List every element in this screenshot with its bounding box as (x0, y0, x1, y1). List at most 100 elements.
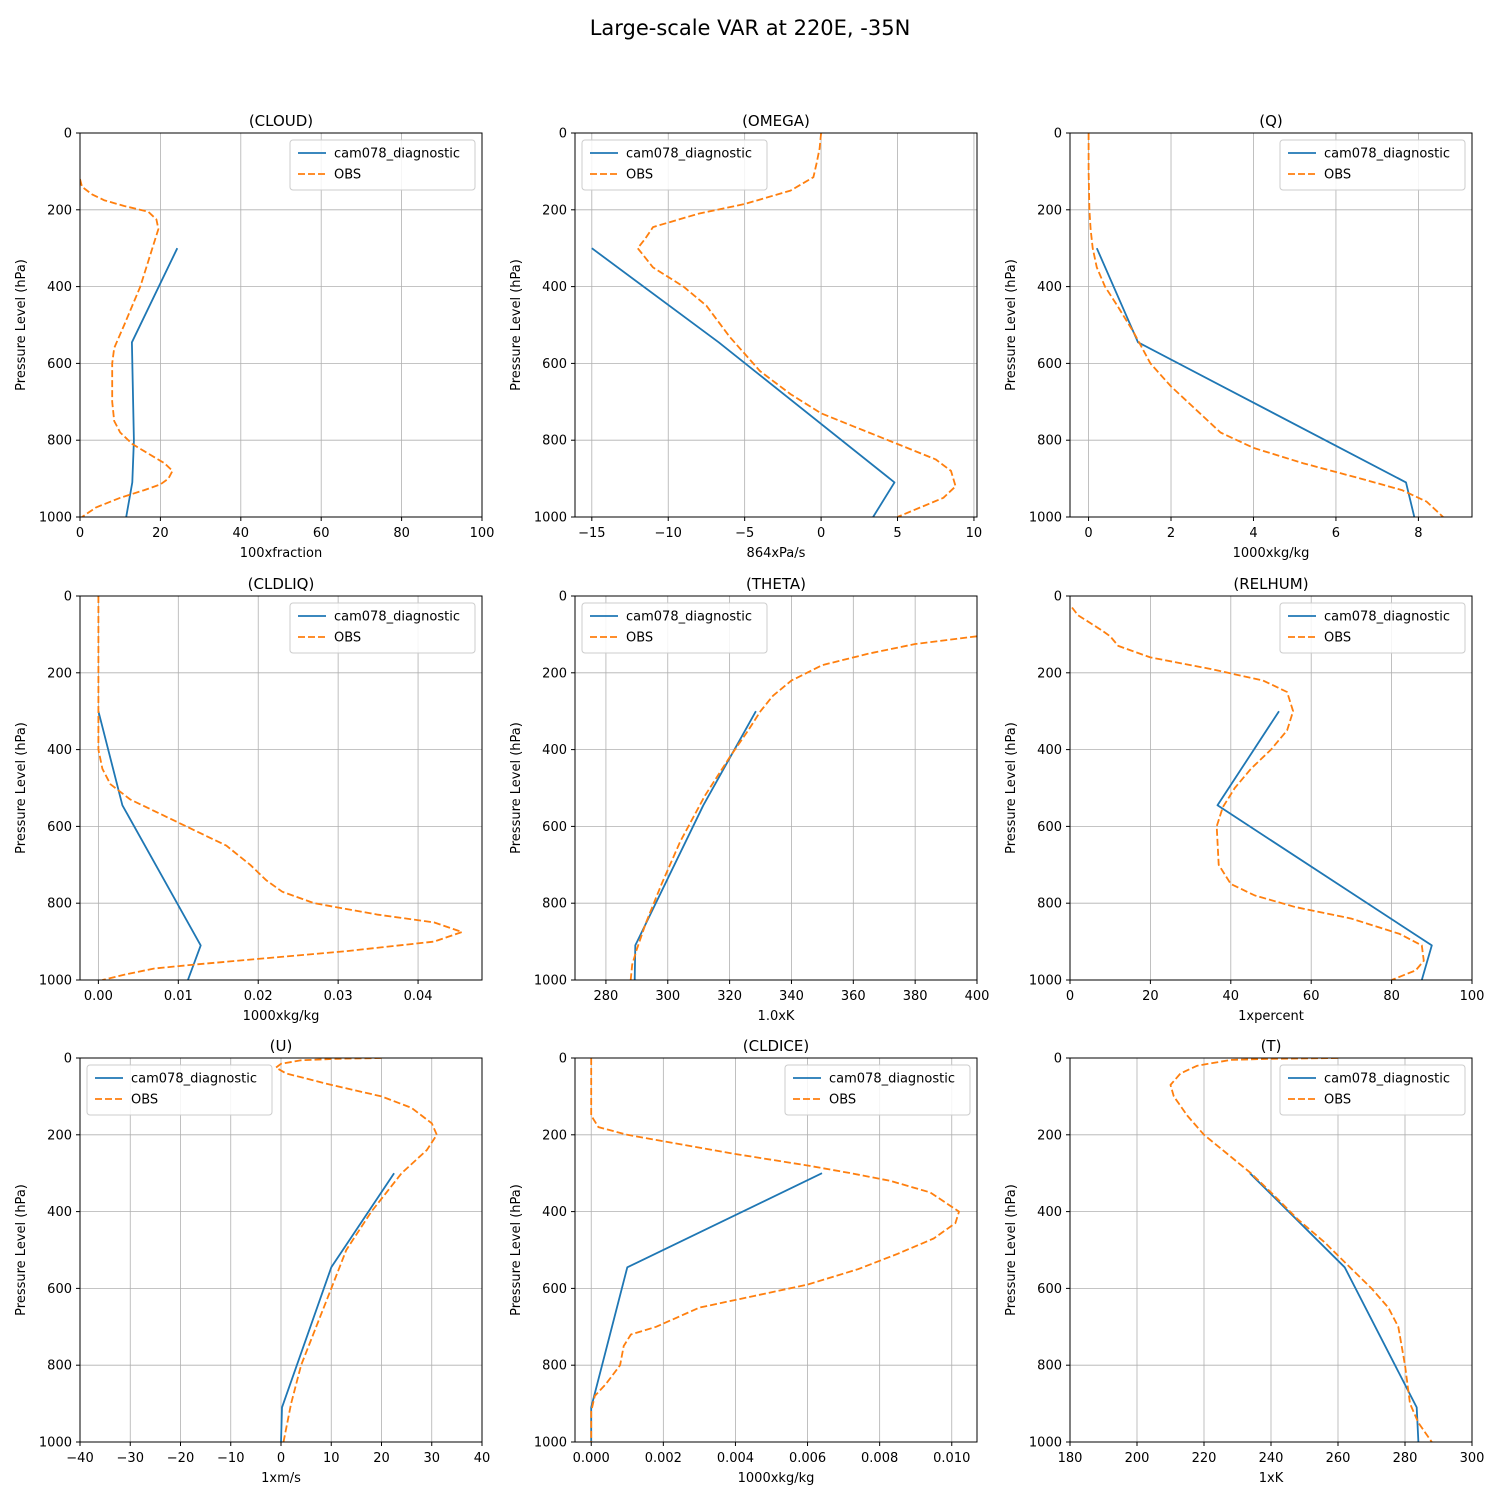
legend-box (289, 602, 476, 654)
x-tick-label: 380 (903, 989, 928, 1004)
x-tick-label: −10 (217, 1451, 244, 1466)
x-tick-label: 0.04 (404, 989, 433, 1004)
model-series-line (1216, 710, 1433, 980)
y-tick-label: 600 (542, 357, 567, 372)
y-tick-label: 0 (559, 1052, 567, 1067)
obs-series-line (1087, 133, 1444, 517)
y-tick-label: 1000 (39, 511, 72, 526)
x-tick-label: 0 (1066, 989, 1074, 1004)
legend-label: cam078_diagnostic (1324, 147, 1450, 162)
axes-frame (79, 132, 483, 518)
subplot-title: (Q) (1259, 112, 1283, 130)
y-axis-label: Pressure Level (hPa) (14, 1184, 29, 1316)
obs-series-line (636, 133, 957, 517)
y-axis-label: Pressure Level (hPa) (14, 259, 29, 391)
legend: cam078_diagnostic OBS (1279, 602, 1466, 654)
y-tick-label: 400 (47, 280, 72, 295)
subplot-title: (CLOUD) (249, 112, 313, 130)
y-tick-label: 200 (47, 1128, 72, 1143)
legend-label: OBS (1324, 168, 1351, 183)
y-tick-label: 400 (47, 743, 72, 758)
legend-label: cam078_diagnostic (1324, 1072, 1450, 1087)
x-tick-label: 40 (1223, 989, 1240, 1004)
x-axis-label: 1000xkg/kg (1233, 546, 1310, 561)
subplot-title: (CLDLIQ) (248, 575, 315, 593)
subplot-4: 0.00 0.01 0.02 0.03 0.04 0 200 400 600 800 1000 (CL… (14, 575, 483, 1024)
axes-frame (574, 132, 978, 518)
y-tick-label: 600 (47, 820, 72, 835)
legend-label: OBS (334, 168, 361, 183)
y-tick-label: 800 (47, 1359, 72, 1374)
y-tick-label: 1000 (1029, 1436, 1062, 1451)
y-tick-label: 1000 (534, 1436, 567, 1451)
x-tick-label: 100 (1460, 989, 1485, 1004)
x-tick-label: 220 (1192, 1451, 1217, 1466)
legend: cam078_diagnostic OBS (86, 1064, 273, 1116)
x-tick-label: 40 (233, 526, 250, 541)
x-tick-label: 4 (1249, 526, 1257, 541)
legend-label: cam078_diagnostic (334, 610, 460, 625)
x-tick-label: −15 (578, 526, 605, 541)
x-tick-label: 80 (393, 526, 410, 541)
y-tick-label: 800 (542, 434, 567, 449)
obs-series-line (97, 596, 463, 980)
legend-label: OBS (334, 631, 361, 646)
subplot-9: 180 200 220 240 260 280 300 0 200 400 600 800 1000 (T… (1004, 1037, 1484, 1486)
x-tick-label: 320 (717, 989, 742, 1004)
x-tick-label: −40 (66, 1451, 93, 1466)
x-tick-label: 30 (423, 1451, 440, 1466)
x-tick-label: 100 (470, 526, 495, 541)
x-tick-label: 2 (1167, 526, 1175, 541)
y-tick-label: 1000 (534, 974, 567, 989)
x-tick-label: 180 (1058, 1451, 1083, 1466)
x-axis-label: 100xfraction (240, 546, 322, 561)
legend-label: OBS (131, 1093, 158, 1108)
y-tick-label: 0 (1054, 1052, 1062, 1067)
y-tick-label: 800 (1037, 1359, 1062, 1374)
x-tick-label: 0.006 (789, 1451, 826, 1466)
subplot-6: 0 20 40 60 80 10002004006008001000(RELHUM)1xp… (1004, 575, 1484, 1024)
x-tick-label: 0.02 (244, 989, 273, 1004)
y-tick-label: 200 (1037, 666, 1062, 681)
x-tick-label: 0.01 (164, 989, 193, 1004)
y-tick-label: 400 (1037, 280, 1062, 295)
x-tick-label: 10 (966, 526, 983, 541)
axes-frame (574, 1057, 978, 1443)
x-tick-label: 240 (1259, 1451, 1284, 1466)
y-axis-label: Pressure Level (hPa) (509, 1184, 524, 1316)
x-tick-label: 0.010 (933, 1451, 970, 1466)
axes-frame (574, 595, 978, 981)
x-tick-label: 0.004 (717, 1451, 754, 1466)
y-tick-label: 1000 (39, 1436, 72, 1451)
y-tick-label: 200 (47, 666, 72, 681)
y-tick-label: 400 (542, 280, 567, 295)
y-axis-label: Pressure Level (hPa) (509, 722, 524, 854)
obs-series-line (275, 1058, 438, 1442)
x-axis-label: 1000xkg/kg (738, 1471, 815, 1486)
y-tick-label: 800 (542, 897, 567, 912)
y-tick-label: 200 (1037, 203, 1062, 218)
y-tick-label: 400 (47, 1205, 72, 1220)
x-tick-label: −20 (167, 1451, 194, 1466)
x-tick-label: 0 (76, 526, 84, 541)
x-axis-label: 1000xkg/kg (243, 1009, 320, 1024)
x-tick-label: 0 (817, 526, 825, 541)
y-tick-label: 200 (1037, 1128, 1062, 1143)
y-axis-label: Pressure Level (hPa) (14, 722, 29, 854)
axes-frame (1069, 595, 1473, 981)
legend: cam078_diagnostic OBS (581, 139, 768, 191)
y-tick-label: 800 (1037, 897, 1062, 912)
y-tick-label: 400 (1037, 743, 1062, 758)
x-tick-label: 300 (655, 989, 680, 1004)
legend-label: cam078_diagnostic (334, 147, 460, 162)
x-axis-label: 1xK (1259, 1471, 1284, 1486)
subplot-5: 280 300 320 340 360 380 400 0 200 400 600 800 1000 (T… (509, 575, 989, 1024)
y-tick-label: 1000 (534, 511, 567, 526)
y-tick-label: 1000 (39, 974, 72, 989)
subplot-title: (OMEGA) (742, 112, 810, 130)
y-tick-label: 0 (1054, 590, 1062, 605)
y-tick-label: 1000 (1029, 974, 1062, 989)
y-tick-label: 400 (1037, 1205, 1062, 1220)
x-tick-label: 300 (1460, 1451, 1485, 1466)
